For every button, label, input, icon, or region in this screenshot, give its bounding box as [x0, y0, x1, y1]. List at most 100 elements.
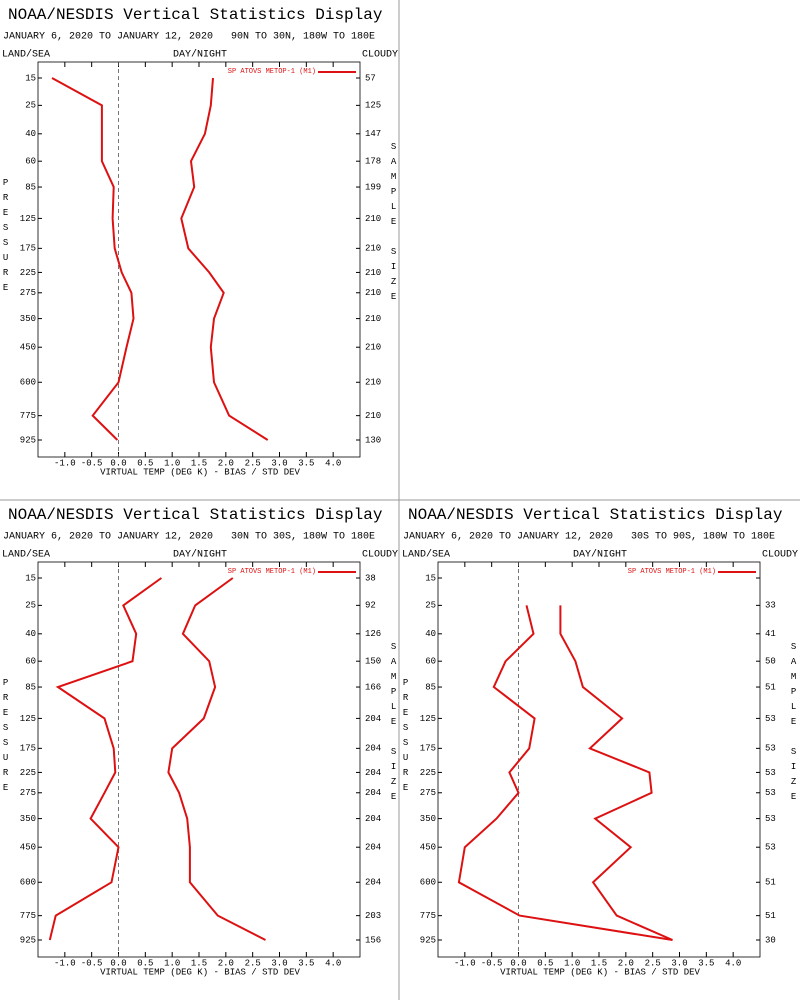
y-tick-label: 15 — [425, 573, 436, 583]
sample-size-label: 92 — [365, 601, 376, 611]
sample-size-label: 51 — [765, 878, 776, 888]
y-tick-label: 275 — [20, 288, 36, 298]
y2-axis-label: SAMPLE SIZE — [389, 642, 399, 807]
x-tick-label: 2.0 — [218, 958, 234, 968]
x-tick-label: 2.0 — [618, 958, 634, 968]
sample-size-label: 53 — [765, 768, 776, 778]
title: NOAA/NESDIS Vertical Statistics Display — [408, 506, 783, 524]
x-tick-label: 0.5 — [137, 958, 153, 968]
sample-size-label: 150 — [365, 657, 381, 667]
y-tick-label: 25 — [425, 601, 436, 611]
x-tick-label: 3.0 — [271, 458, 287, 468]
sample-size-label: 204 — [365, 714, 381, 724]
y-axis-label: PRESSURE — [1, 678, 11, 798]
sample-size-label: 156 — [365, 935, 381, 945]
std-dev-line — [167, 577, 266, 941]
sample-size-label: 53 — [765, 814, 776, 824]
x-axis-label: VIRTUAL TEMP (DEG K) - BIAS / STD DEV — [500, 967, 700, 977]
y-tick-label: 85 — [25, 182, 36, 192]
x-tick-label: -0.5 — [81, 458, 103, 468]
y-tick-label: 600 — [420, 878, 436, 888]
sample-size-label: 204 — [365, 843, 381, 853]
x-tick-label: 3.0 — [271, 958, 287, 968]
sample-size-label: 210 — [365, 214, 381, 224]
sample-size-label: 33 — [765, 601, 776, 611]
subtitle: JANUARY 6, 2020 TO JANUARY 12, 2020 90N … — [3, 32, 375, 43]
std-dev-line — [559, 605, 673, 941]
x-tick-label: 1.0 — [164, 958, 180, 968]
y-tick-label: 40 — [25, 629, 36, 639]
subtitle: JANUARY 6, 2020 TO JANUARY 12, 2020 30S … — [403, 532, 775, 543]
sample-size-label: 53 — [765, 744, 776, 754]
header-label: CLOUDY — [362, 50, 398, 61]
title: NOAA/NESDIS Vertical Statistics Display — [8, 6, 383, 24]
header-label: LAND/SEA — [2, 549, 50, 561]
subtitle: JANUARY 6, 2020 TO JANUARY 12, 2020 30N … — [3, 532, 375, 543]
x-tick-label: -0.5 — [81, 958, 103, 968]
y-tick-label: 85 — [425, 682, 436, 692]
y-tick-label: 225 — [420, 768, 436, 778]
y-tick-label: 60 — [25, 657, 36, 667]
sample-size-label: 204 — [365, 788, 381, 798]
y-tick-label: 775 — [20, 911, 36, 921]
y-tick-label: 775 — [20, 411, 36, 421]
sample-size-label: 210 — [365, 411, 381, 421]
y-tick-label: 85 — [25, 682, 36, 692]
header-label: DAY/NIGHT — [173, 49, 227, 61]
sample-size-label: 53 — [765, 843, 776, 853]
x-tick-label: 0.0 — [110, 958, 126, 968]
y-tick-label: 175 — [20, 744, 36, 754]
y-tick-label: 25 — [25, 601, 36, 611]
bias-line — [457, 605, 673, 941]
title: NOAA/NESDIS Vertical Statistics Display — [8, 506, 383, 524]
y2-axis-label: SAMPLE SIZE — [789, 642, 799, 807]
y-tick-label: 350 — [420, 814, 436, 824]
y-tick-label: 600 — [20, 378, 36, 388]
sample-size-label: 199 — [365, 182, 381, 192]
y-tick-label: 350 — [20, 814, 36, 824]
sample-size-label: 125 — [365, 101, 381, 111]
x-tick-label: -1.0 — [454, 958, 476, 968]
y-axis-label: PRESSURE — [401, 678, 411, 798]
sample-size-label: 204 — [365, 744, 381, 754]
legend-label: SP ATOVS METOP-1 (M1) — [228, 568, 316, 576]
bias-line — [51, 77, 135, 441]
y-tick-label: 600 — [20, 878, 36, 888]
y-tick-label: 25 — [25, 101, 36, 111]
y-tick-label: 125 — [20, 714, 36, 724]
std-dev-line — [180, 77, 269, 441]
sample-size-label: 57 — [365, 73, 376, 83]
sample-size-label: 210 — [365, 244, 381, 254]
x-tick-label: 4.0 — [725, 958, 741, 968]
y-tick-label: 775 — [420, 911, 436, 921]
y-tick-label: 175 — [20, 244, 36, 254]
x-axis-label: VIRTUAL TEMP (DEG K) - BIAS / STD DEV — [100, 967, 300, 977]
x-tick-label: -1.0 — [54, 958, 76, 968]
sample-size-label: 204 — [365, 814, 381, 824]
sample-size-label: 210 — [365, 378, 381, 388]
x-tick-label: 0.0 — [110, 458, 126, 468]
header-label: LAND/SEA — [402, 549, 450, 561]
sample-size-label: 30 — [765, 935, 776, 945]
y-tick-label: 60 — [425, 657, 436, 667]
y-tick-label: 275 — [420, 788, 436, 798]
y-tick-label: 225 — [20, 268, 36, 278]
x-tick-label: 1.5 — [591, 958, 607, 968]
sample-size-label: 210 — [365, 268, 381, 278]
x-tick-label: 0.5 — [537, 958, 553, 968]
sample-size-label: 203 — [365, 911, 381, 921]
x-tick-label: 3.5 — [298, 458, 314, 468]
y-tick-label: 60 — [25, 157, 36, 167]
sample-size-label: 210 — [365, 314, 381, 324]
y-tick-label: 125 — [420, 714, 436, 724]
x-tick-label: 2.5 — [245, 958, 261, 968]
x-tick-label: 1.0 — [564, 958, 580, 968]
header-label: DAY/NIGHT — [573, 549, 627, 561]
y-tick-label: 125 — [20, 214, 36, 224]
y2-axis-label: SAMPLE SIZE — [389, 142, 399, 307]
sample-size-label: 178 — [365, 157, 381, 167]
y-tick-label: 15 — [25, 573, 36, 583]
x-tick-label: 2.0 — [218, 458, 234, 468]
sample-size-label: 51 — [765, 911, 776, 921]
y-tick-label: 925 — [420, 935, 436, 945]
